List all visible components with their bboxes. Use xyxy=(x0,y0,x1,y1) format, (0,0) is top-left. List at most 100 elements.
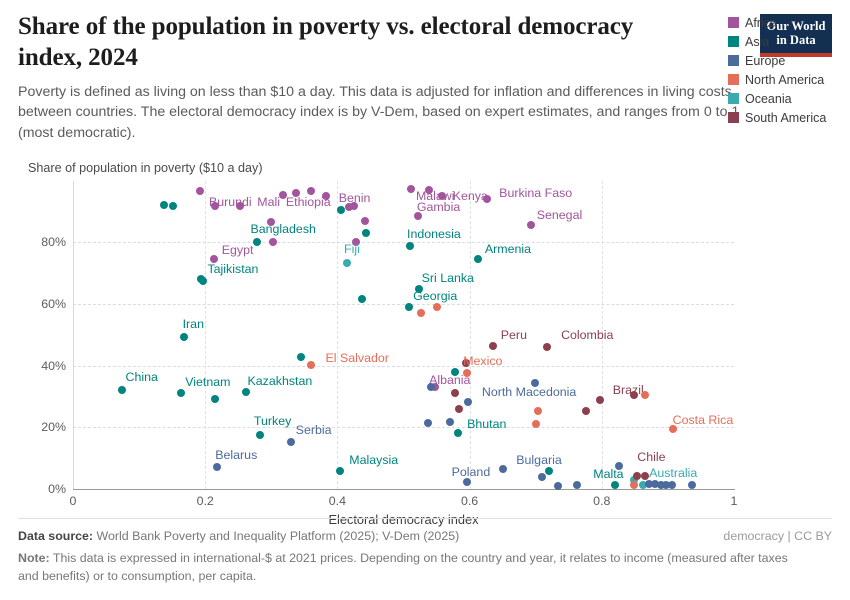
scatter-point[interactable] xyxy=(336,467,345,476)
scatter-point[interactable] xyxy=(404,303,413,312)
scatter-point[interactable] xyxy=(322,191,331,200)
scatter-point[interactable] xyxy=(349,202,358,211)
scatter-point[interactable] xyxy=(632,471,641,480)
scatter-point-label: Malaysia xyxy=(349,453,399,468)
scatter-point[interactable] xyxy=(278,190,287,199)
scatter-point[interactable] xyxy=(423,419,432,428)
scatter-point[interactable] xyxy=(236,202,245,211)
scatter-point[interactable] xyxy=(253,238,262,247)
scatter-point[interactable] xyxy=(406,242,415,251)
scatter-point-label: Georgia xyxy=(413,289,458,304)
scatter-point[interactable] xyxy=(287,437,296,446)
scatter-point[interactable] xyxy=(531,378,540,387)
scatter-point[interactable] xyxy=(344,203,353,212)
scatter-point[interactable] xyxy=(306,186,315,195)
scatter-point[interactable] xyxy=(483,195,492,204)
legend-item-africa[interactable]: Africa xyxy=(728,14,848,31)
scatter-point[interactable] xyxy=(462,368,471,377)
scatter-point[interactable] xyxy=(538,472,547,481)
scatter-point[interactable] xyxy=(614,461,623,470)
scatter-point[interactable] xyxy=(424,185,433,194)
scatter-point[interactable] xyxy=(651,480,660,489)
scatter-point[interactable] xyxy=(437,192,446,201)
scatter-point[interactable] xyxy=(488,342,497,351)
scatter-point[interactable] xyxy=(415,284,424,293)
legend-item-south-america[interactable]: South America xyxy=(728,109,848,126)
scatter-point[interactable] xyxy=(445,418,454,427)
scatter-point[interactable] xyxy=(213,463,222,472)
scatter-point[interactable] xyxy=(176,388,185,397)
scatter-point[interactable] xyxy=(407,184,416,193)
scatter-point[interactable] xyxy=(211,394,220,403)
scatter-point[interactable] xyxy=(292,188,301,197)
scatter-point[interactable] xyxy=(533,407,542,416)
owid-logo[interactable]: Our World in Data xyxy=(760,14,832,57)
scatter-point[interactable] xyxy=(595,395,604,404)
legend-item-europe[interactable]: Europe xyxy=(728,52,848,69)
scatter-point[interactable] xyxy=(630,481,639,490)
scatter-point-label: El Salvador xyxy=(325,351,389,366)
scatter-point[interactable] xyxy=(656,480,665,489)
scatter-point[interactable] xyxy=(542,343,551,352)
scatter-point[interactable] xyxy=(211,201,220,210)
legend-item-oceania[interactable]: Oceania xyxy=(728,90,848,107)
scatter-point[interactable] xyxy=(169,201,178,210)
attribution-link[interactable]: democracy | CC BY xyxy=(723,529,832,543)
scatter-point[interactable] xyxy=(572,481,581,490)
legend-item-north-america[interactable]: North America xyxy=(728,71,848,88)
scatter-point[interactable] xyxy=(645,480,654,489)
scatter-point[interactable] xyxy=(638,480,647,489)
scatter-point[interactable] xyxy=(361,216,370,225)
scatter-point[interactable] xyxy=(611,480,620,489)
scatter-point[interactable] xyxy=(498,464,507,473)
scatter-point[interactable] xyxy=(629,390,638,399)
scatter-point[interactable] xyxy=(668,424,677,433)
x-axis-title: Electoral democracy index xyxy=(328,511,479,527)
scatter-point[interactable] xyxy=(180,333,189,342)
scatter-point[interactable] xyxy=(581,407,590,416)
scatter-point[interactable] xyxy=(527,220,536,229)
scatter-point[interactable] xyxy=(414,212,423,220)
gridline-vertical xyxy=(469,180,471,489)
scatter-point[interactable] xyxy=(210,255,219,264)
scatter-point[interactable] xyxy=(297,353,306,362)
scatter-point[interactable] xyxy=(343,258,352,267)
scatter-point[interactable] xyxy=(433,303,442,312)
scatter-point[interactable] xyxy=(159,200,168,209)
scatter-point[interactable] xyxy=(462,478,471,487)
data-source-text: World Bank Poverty and Inequality Platfo… xyxy=(96,529,460,543)
scatter-point[interactable] xyxy=(357,294,366,303)
scatter-point[interactable] xyxy=(553,481,562,490)
scatter-point[interactable] xyxy=(641,390,650,399)
scatter-point[interactable] xyxy=(267,217,276,226)
scatter-point[interactable] xyxy=(544,467,553,476)
legend-label: Europe xyxy=(745,53,786,68)
scatter-point[interactable] xyxy=(531,420,540,429)
scatter-point[interactable] xyxy=(362,229,371,238)
scatter-point[interactable] xyxy=(196,274,205,283)
scatter-point[interactable] xyxy=(195,187,204,196)
scatter-point[interactable] xyxy=(474,255,483,264)
scatter-point[interactable] xyxy=(641,471,650,480)
scatter-point[interactable] xyxy=(336,205,345,214)
scatter-point[interactable] xyxy=(268,237,277,246)
scatter-point[interactable] xyxy=(661,480,670,489)
scatter-point[interactable] xyxy=(416,308,425,317)
scatter-point[interactable] xyxy=(351,237,360,246)
scatter-point[interactable] xyxy=(454,428,463,437)
scatter-point[interactable] xyxy=(463,397,472,406)
scatter-point[interactable] xyxy=(117,386,126,395)
scatter-point[interactable] xyxy=(427,383,436,392)
scatter-point[interactable] xyxy=(462,358,471,367)
scatter-point[interactable] xyxy=(687,480,696,489)
y-axis-tick-label: 20% xyxy=(41,420,66,435)
scatter-point[interactable] xyxy=(451,388,460,397)
scatter-point[interactable] xyxy=(629,475,638,484)
scatter-point[interactable] xyxy=(256,430,265,439)
scatter-point[interactable] xyxy=(242,388,251,397)
scatter-point[interactable] xyxy=(667,480,676,489)
scatter-point[interactable] xyxy=(451,368,460,377)
scatter-point[interactable] xyxy=(455,404,464,413)
scatter-point[interactable] xyxy=(306,361,315,370)
legend-item-asia[interactable]: Asia xyxy=(728,33,848,50)
